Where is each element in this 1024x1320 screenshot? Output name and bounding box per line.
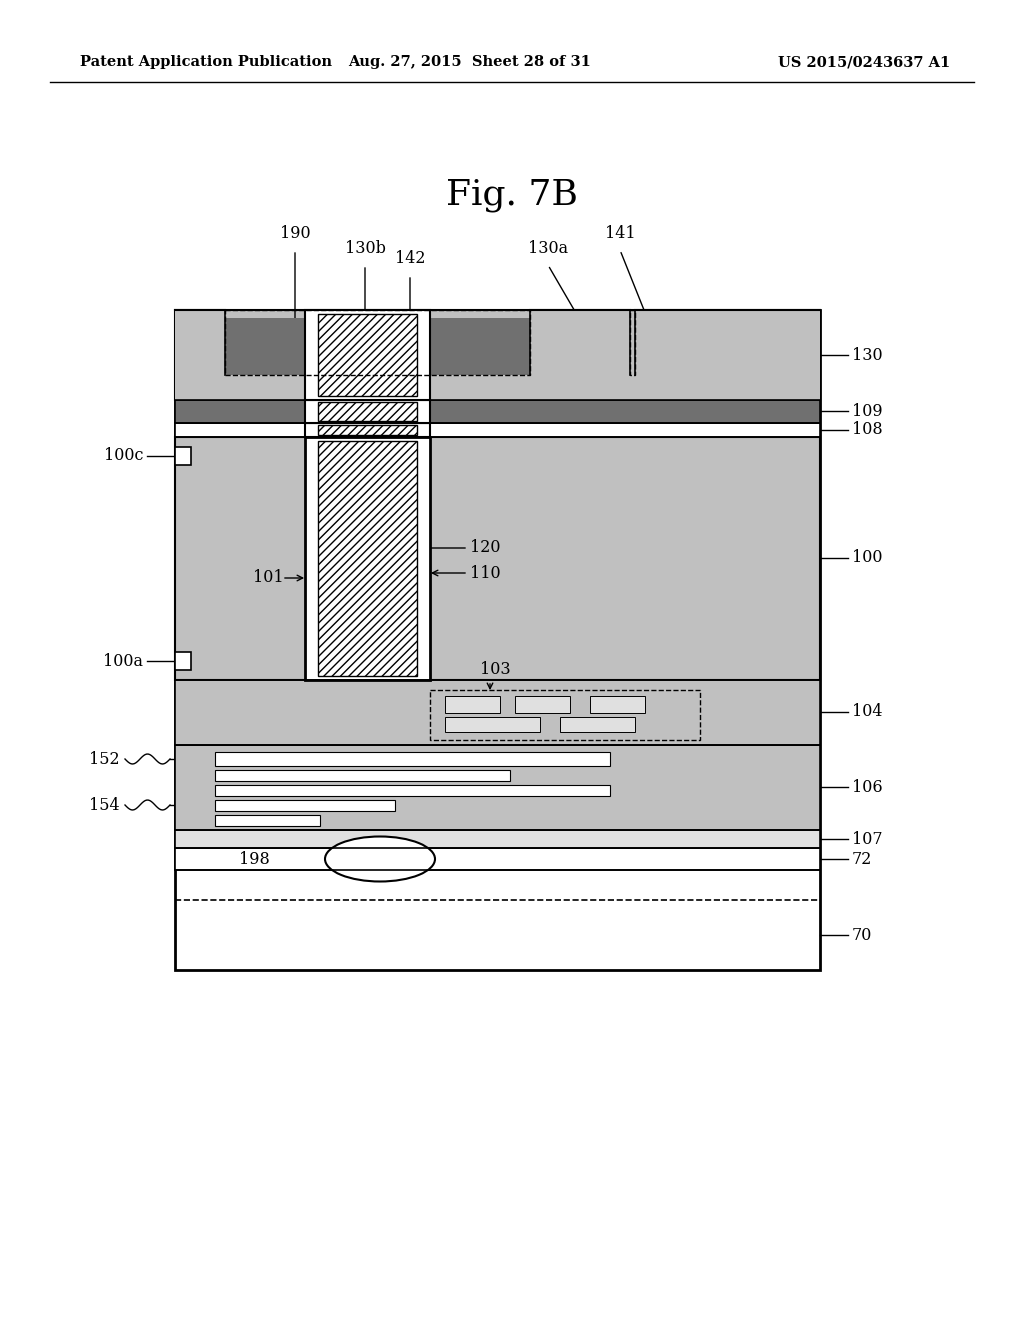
Text: Patent Application Publication: Patent Application Publication [80,55,332,69]
Text: 130: 130 [852,346,883,363]
Text: 104: 104 [852,704,883,721]
Bar [215,814,319,826]
Text: Aug. 27, 2015  Sheet 28 of 31: Aug. 27, 2015 Sheet 28 of 31 [348,55,592,69]
Bar [318,314,417,396]
Text: US 2015/0243637 A1: US 2015/0243637 A1 [778,55,950,69]
Bar [175,310,225,400]
Text: 152: 152 [89,751,120,767]
Text: 120: 120 [470,540,501,557]
Bar [175,310,820,400]
Text: 108: 108 [852,421,883,438]
Ellipse shape [325,837,435,882]
Bar [430,690,700,741]
Text: 100a: 100a [103,652,143,669]
Bar [305,422,430,437]
Bar [225,310,530,375]
Text: 101: 101 [253,569,284,586]
Bar [175,744,820,830]
Bar [318,403,417,421]
Bar [215,770,510,781]
Text: 70: 70 [852,927,872,944]
Text: 154: 154 [89,796,120,813]
Bar [175,830,820,847]
Bar [515,696,570,713]
Bar [318,425,417,436]
Bar [175,400,820,422]
Bar [305,437,430,680]
Text: 72: 72 [852,850,872,867]
Bar [635,310,820,400]
Bar [175,652,191,671]
Bar [318,314,417,396]
Bar [215,785,610,796]
Bar [175,447,191,465]
Bar [530,310,630,375]
Bar [590,696,645,713]
Bar [225,318,530,375]
Text: 100: 100 [852,549,883,566]
Bar [215,800,395,810]
Bar [305,310,430,400]
Text: 130a: 130a [528,240,568,257]
Bar [175,422,820,437]
Text: 107: 107 [852,830,883,847]
Text: 106: 106 [852,779,883,796]
Bar [175,437,820,680]
Bar [445,696,500,713]
Bar [318,441,417,676]
Text: Fig. 7B: Fig. 7B [446,178,578,213]
Text: 198: 198 [240,850,270,867]
Text: 100c: 100c [103,447,143,465]
Bar [630,310,635,375]
Bar [445,717,540,733]
Text: 142: 142 [394,249,425,267]
Text: 130b: 130b [344,240,385,257]
Text: 190: 190 [280,224,310,242]
Bar [175,847,820,870]
Text: 110: 110 [470,565,501,582]
Bar [318,425,417,436]
Bar [215,752,610,766]
Text: 141: 141 [605,224,635,242]
Bar [318,403,417,421]
Text: 103: 103 [480,661,511,678]
Text: 109: 109 [852,403,883,420]
Bar [175,680,820,744]
Bar [175,310,820,970]
Bar [305,400,430,422]
Bar [560,717,635,733]
Bar [318,441,417,676]
Bar [175,375,820,400]
